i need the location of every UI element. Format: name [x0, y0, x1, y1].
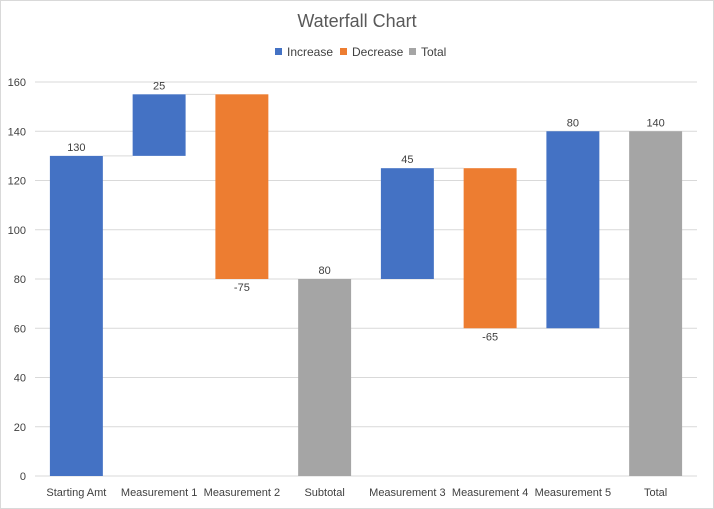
data-label: 45	[401, 154, 413, 166]
chart-title: Waterfall Chart	[297, 11, 416, 31]
y-tick-label: 80	[14, 274, 26, 286]
x-category-label: Measurement 3	[369, 487, 445, 499]
bars	[49, 94, 683, 476]
y-tick-label: 100	[8, 225, 26, 237]
x-category-label: Measurement 5	[535, 487, 611, 499]
y-tick-label: 40	[14, 373, 26, 385]
connector-lines	[102, 93, 630, 329]
data-label: 80	[319, 265, 331, 277]
data-label: 80	[567, 117, 579, 129]
x-category-label: Total	[644, 487, 667, 499]
legend-item-increase: Increase	[275, 45, 333, 59]
data-label: 130	[67, 142, 85, 154]
bar-total	[629, 131, 683, 476]
x-category-label: Measurement 1	[121, 487, 197, 499]
legend-item-total: Total	[409, 45, 446, 59]
y-tick-label: 120	[8, 176, 26, 188]
legend-label: Decrease	[352, 45, 404, 59]
legend-swatch	[409, 48, 416, 55]
y-tick-label: 0	[20, 471, 26, 483]
y-tick-label: 20	[14, 422, 26, 434]
y-tick-label: 140	[8, 126, 26, 138]
legend: Increase Decrease Total	[275, 45, 446, 59]
bar-measurement-4	[463, 168, 517, 329]
bar-subtotal	[298, 279, 352, 476]
y-tick-label: 160	[8, 77, 26, 89]
bar-measurement-5	[546, 131, 600, 329]
x-category-label: Starting Amt	[46, 487, 106, 499]
legend-label: Increase	[287, 45, 333, 59]
y-tick-label: 60	[14, 323, 26, 335]
data-label: 140	[646, 117, 664, 129]
legend-swatch	[275, 48, 282, 55]
bar-starting-amt	[49, 155, 103, 476]
legend-label: Total	[421, 45, 446, 59]
data-label: 25	[153, 80, 165, 92]
bar-measurement-2	[215, 94, 269, 279]
bar-measurement-3	[380, 168, 434, 279]
y-axis-ticks: 0 20 40 60 80 100 120 140 160	[8, 77, 26, 483]
x-category-label: Measurement 4	[452, 487, 528, 499]
legend-item-decrease: Decrease	[340, 45, 404, 59]
data-labels: 130 25 -75 80 45 -65 80 140	[67, 80, 665, 343]
legend-swatch	[340, 48, 347, 55]
x-category-label: Subtotal	[304, 487, 344, 499]
x-axis-categories: Starting Amt Measurement 1 Measurement 2 Su…	[46, 487, 667, 499]
data-label: -65	[482, 331, 498, 343]
data-label: -75	[234, 282, 250, 294]
bar-measurement-1	[132, 94, 186, 156]
x-category-label: Measurement 2	[204, 487, 280, 499]
